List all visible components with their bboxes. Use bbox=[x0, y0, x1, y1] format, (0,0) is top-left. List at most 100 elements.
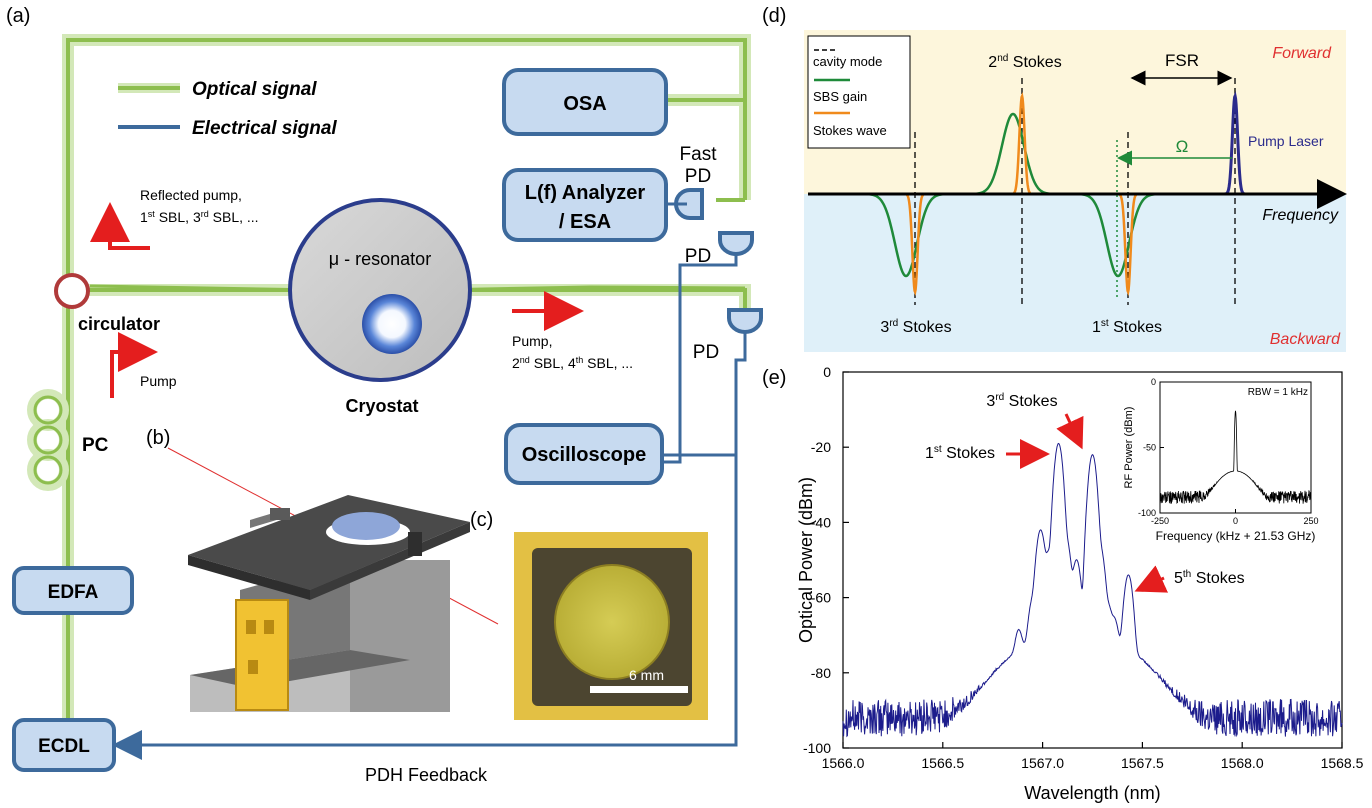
y-tick-label: -20 bbox=[811, 439, 831, 455]
stokes-wave-1 bbox=[1117, 192, 1139, 296]
x-axis-label: Wavelength (nm) bbox=[1024, 783, 1160, 803]
resonator-label: μ - resonator bbox=[329, 249, 431, 269]
x-tick-label: 1567.0 bbox=[1021, 755, 1064, 771]
pump-laser-line bbox=[1224, 91, 1246, 196]
ecdl-box bbox=[12, 718, 116, 772]
legend-electrical: Electrical signal bbox=[192, 118, 337, 139]
panel-c: (c) 6 mm bbox=[470, 509, 708, 720]
pump-right-label-2: 2nd SBL, 4th SBL, ... bbox=[512, 355, 633, 371]
inset-x-tick-label: 250 bbox=[1303, 516, 1318, 526]
stokes-wave-2 bbox=[1011, 92, 1033, 196]
panel-a-label: (a) bbox=[6, 5, 30, 27]
ecdl-label: ECDL bbox=[38, 736, 90, 757]
rf-spectrum-inset: 0 -50 -100-250 0 250 Frequency (kHz + 21.53 G… bbox=[1123, 377, 1319, 543]
disk-3d bbox=[332, 512, 400, 540]
gain-curve-forward bbox=[969, 112, 1057, 196]
resonator-mode bbox=[362, 294, 422, 354]
scale-bar bbox=[590, 686, 688, 693]
panel-a: (a) Optical signal Elect bbox=[6, 5, 763, 785]
pc-icon bbox=[27, 389, 69, 491]
edfa-box bbox=[12, 566, 134, 615]
inset-rbw: RBW = 1 kHz bbox=[1248, 387, 1308, 398]
frequency-label: Frequency bbox=[1262, 207, 1339, 224]
panel-e-label: (e) bbox=[762, 367, 786, 389]
legend-a: Optical signal Electrical signal bbox=[118, 79, 337, 139]
analyzer-label-2: / ESA bbox=[559, 211, 611, 233]
oscilloscope-label: Oscilloscope bbox=[522, 444, 647, 466]
circulator-icon bbox=[54, 273, 90, 309]
piezo-stack bbox=[235, 599, 289, 711]
stokes-wave-3 bbox=[904, 192, 926, 296]
pump-laser-label: Pump Laser bbox=[1248, 133, 1324, 149]
panel-c-label: (c) bbox=[470, 509, 493, 531]
x-tick-label: 1567.5 bbox=[1121, 755, 1164, 771]
panel-d-label: (d) bbox=[762, 5, 786, 27]
top-plate bbox=[188, 495, 470, 590]
gain-curve-backward-1 bbox=[1074, 192, 1162, 278]
plot-frame bbox=[842, 371, 1343, 749]
inset-y-tick-label: -50 bbox=[1143, 443, 1156, 453]
chip-disk bbox=[554, 564, 670, 680]
inset-x-tick-label: 0 bbox=[1233, 516, 1238, 526]
first-stokes-label: 1st Stokes bbox=[1092, 318, 1162, 336]
scale-bar-label: 6 mm bbox=[629, 667, 664, 683]
optical-spectrum-trace bbox=[842, 442, 1343, 738]
y-tick-label: -60 bbox=[811, 590, 831, 606]
y-axis-label: Optical Power (dBm) bbox=[796, 477, 816, 643]
forward-label: Forward bbox=[1272, 45, 1332, 62]
gain-curve-backward-3 bbox=[862, 192, 950, 278]
pd1-label: PD bbox=[685, 246, 711, 267]
inset-y-label: RF Power (dBm) bbox=[1123, 407, 1135, 489]
omega-label: Ω bbox=[1176, 137, 1189, 156]
annot-first-stokes: 1st Stokes bbox=[925, 444, 995, 462]
inset-y-tick-label: -100 bbox=[1138, 508, 1156, 518]
panel-d: (d) cavity mode SBS gain Stokes wave Fre… bbox=[762, 5, 1347, 352]
fast-pd-label-1: Fast bbox=[680, 144, 718, 165]
rf-spectrum-trace bbox=[1159, 410, 1312, 505]
fsr-label: FSR bbox=[1165, 51, 1199, 70]
osa-box bbox=[502, 68, 668, 136]
x-tick-label: 1568.0 bbox=[1221, 755, 1264, 771]
legend-d bbox=[807, 35, 911, 149]
oscilloscope-box bbox=[504, 423, 664, 485]
pdh-feedback-label: PDH Feedback bbox=[365, 765, 488, 785]
inset-x-tick-label: -250 bbox=[1151, 516, 1169, 526]
inset-x-label: Frequency (kHz + 21.53 GHz) bbox=[1156, 529, 1316, 543]
legend-stokes: Stokes wave bbox=[813, 123, 887, 138]
panel-b: (b) bbox=[146, 427, 499, 712]
panel-b-label: (b) bbox=[146, 427, 170, 449]
x-tick-label: 1566.0 bbox=[822, 755, 865, 771]
pump-left-label: Pump bbox=[140, 373, 177, 389]
pump-arrow-left bbox=[110, 332, 158, 398]
y-tick-label: -40 bbox=[811, 514, 831, 530]
legend-gain: SBS gain bbox=[813, 89, 867, 104]
x-tick-label: 1568.5 bbox=[1321, 755, 1364, 771]
y-tick-label: -80 bbox=[811, 665, 831, 681]
backward-region bbox=[804, 194, 1346, 352]
spectrum-schematic bbox=[862, 91, 1246, 296]
legend-optical: Optical signal bbox=[192, 79, 317, 100]
edfa-label: EDFA bbox=[48, 582, 99, 603]
inset-y-tick-label: 0 bbox=[1151, 377, 1156, 387]
x-tick-label: 1566.5 bbox=[921, 755, 964, 771]
cavity-modes bbox=[914, 78, 1236, 305]
y-tick-label: -100 bbox=[803, 740, 831, 756]
reflected-label-1: Reflected pump, bbox=[140, 187, 242, 203]
pd2-label: PD bbox=[693, 342, 719, 363]
pd1-icon bbox=[718, 231, 754, 256]
resonator-disk bbox=[288, 198, 472, 382]
reflected-label-2: 1st SBL, 3rd SBL, ... bbox=[140, 209, 259, 225]
y-tick-label: 0 bbox=[823, 364, 831, 380]
pd2-icon bbox=[727, 308, 763, 334]
inset-frame bbox=[1159, 381, 1312, 514]
annot-fifth-arrow bbox=[1134, 565, 1169, 593]
second-stokes-label: 2nd Stokes bbox=[988, 53, 1061, 71]
annot-third-arrow bbox=[1056, 413, 1084, 450]
electrical-lines bbox=[115, 255, 747, 747]
taper-fiber bbox=[89, 284, 746, 293]
osa-label: OSA bbox=[563, 93, 606, 115]
pc-label: PC bbox=[82, 435, 109, 456]
analyzer-label-1: L(f) Analyzer bbox=[525, 182, 646, 204]
